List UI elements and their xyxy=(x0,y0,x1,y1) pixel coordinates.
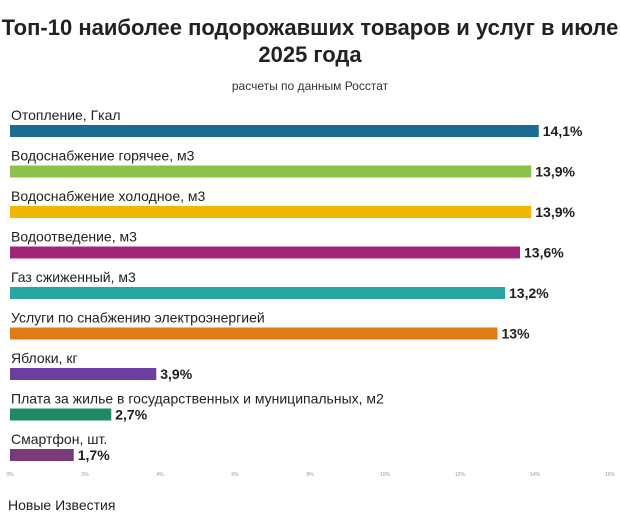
x-tick-label: 10% xyxy=(380,472,391,478)
value-label: 13,9% xyxy=(535,164,575,180)
category-label: Плата за жилье в государственных и муниц… xyxy=(11,391,384,407)
category-label: Отопление, Гкал xyxy=(11,107,121,123)
x-tick-label: 12% xyxy=(455,472,466,478)
bar xyxy=(10,327,498,340)
x-tick-label: 0% xyxy=(6,472,14,478)
bar xyxy=(10,165,532,178)
bar xyxy=(10,125,539,137)
value-label: 13,6% xyxy=(524,245,564,261)
source-label: Новые Известия xyxy=(8,497,116,513)
value-label: 13% xyxy=(502,326,531,342)
category-label: Водоотведение, м3 xyxy=(11,229,137,245)
value-label: 14,1% xyxy=(543,123,583,139)
chart-subtitle: расчеты по данным Росстат xyxy=(231,79,389,93)
x-tick-label: 4% xyxy=(156,472,164,478)
bar xyxy=(10,206,532,218)
category-label: Водоснабжение холодное, м3 xyxy=(11,188,206,204)
category-label: Водоснабжение горячее, м3 xyxy=(11,148,195,164)
x-tick-label: 6% xyxy=(231,472,239,478)
bar xyxy=(10,287,505,299)
bar xyxy=(10,246,520,259)
x-tick-label: 8% xyxy=(306,472,314,478)
value-label: 1,7% xyxy=(78,447,110,463)
x-tick-label: 14% xyxy=(530,472,541,478)
value-label: 3,9% xyxy=(160,366,192,382)
value-label: 13,9% xyxy=(535,204,575,220)
bar xyxy=(10,449,74,461)
bar xyxy=(10,408,112,421)
value-label: 2,7% xyxy=(115,407,147,423)
category-label: Услуги по снабжению электроэнергией xyxy=(11,310,265,326)
category-label: Смартфон, шт. xyxy=(11,431,107,447)
category-label: Газ сжиженный, м3 xyxy=(11,269,136,285)
x-tick-label: 2% xyxy=(81,472,89,478)
bar xyxy=(10,368,157,380)
chart-title: Топ-10 наиболее подорожавших товаров и у… xyxy=(1,15,619,67)
x-tick-label: 16% xyxy=(605,472,616,478)
category-label: Яблоки, кг xyxy=(11,350,78,366)
value-label: 13,2% xyxy=(509,285,549,301)
